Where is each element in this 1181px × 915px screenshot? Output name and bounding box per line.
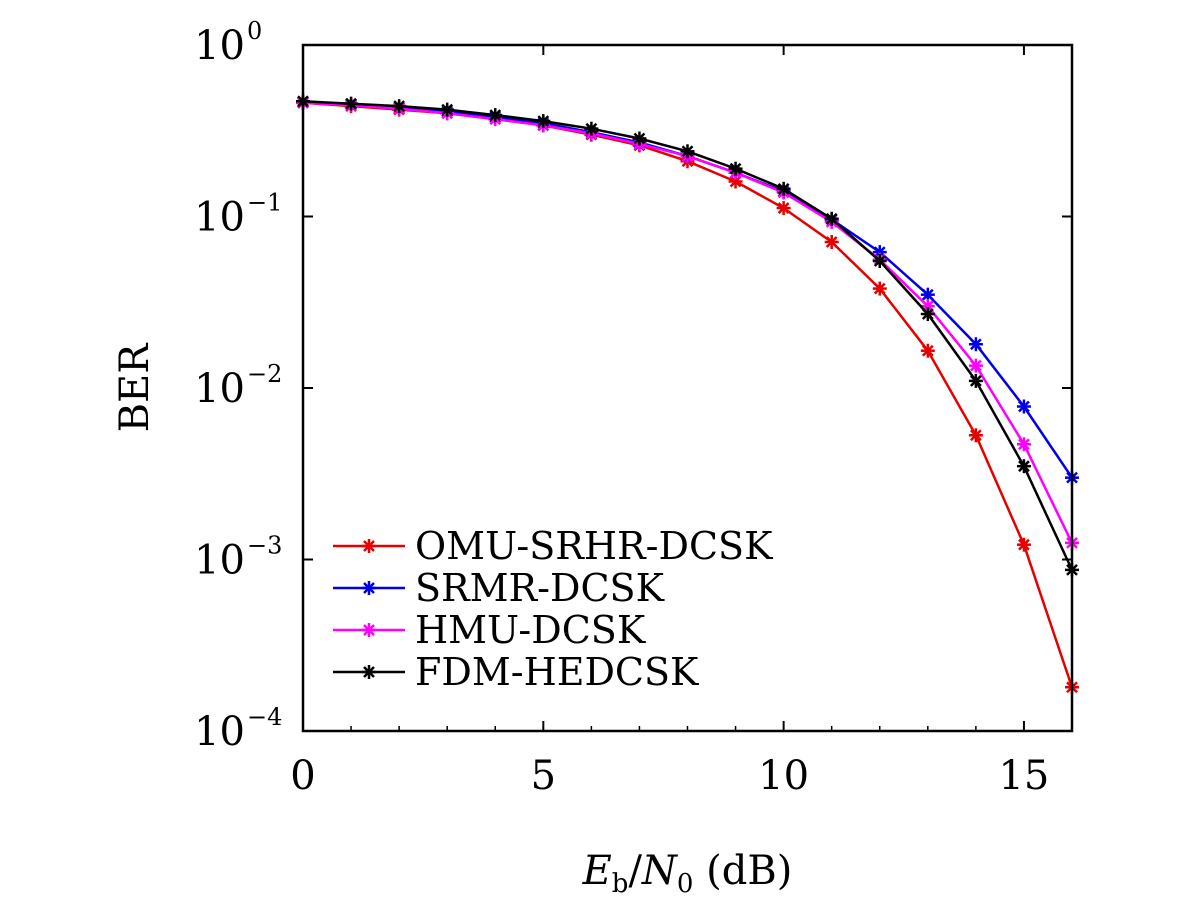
data-point-3-14	[968, 373, 983, 388]
y-tick-exponent: −2	[247, 360, 282, 388]
data-point-3-4	[488, 108, 503, 123]
data-point-3-5	[536, 114, 551, 129]
series-fdm-hedcsk	[296, 94, 1079, 577]
x-axis-title-sub-b: b	[612, 869, 629, 899]
legend-item: FDM-HEDCSK	[333, 650, 699, 694]
x-axis-title-slash: /	[628, 848, 642, 894]
x-tick-label: 5	[531, 753, 556, 799]
data-point-0-13	[920, 343, 935, 358]
x-tick-label: 15	[998, 753, 1049, 799]
x-tick-label: 0	[290, 753, 315, 799]
data-point-3-8	[680, 144, 695, 159]
x-tick-label: 10	[758, 753, 809, 799]
data-point-3-10	[776, 181, 791, 196]
y-tick-exponent: −3	[247, 532, 282, 560]
legend-item: HMU-DCSK	[333, 608, 646, 652]
x-axis-title-sub-0: 0	[677, 869, 694, 899]
y-tick-label: 10	[194, 23, 245, 69]
data-point-2-14	[968, 358, 983, 373]
legend-swatch-marker	[362, 623, 376, 637]
y-tick-exponent: −4	[247, 703, 282, 731]
data-point-3-12	[872, 254, 887, 269]
data-point-0-9	[728, 174, 743, 189]
legend-item: OMU-SRHR-DCSK	[333, 524, 773, 568]
data-point-3-7	[632, 131, 647, 146]
series-line-3	[302, 99, 1074, 571]
y-tick-label: 10	[194, 538, 245, 584]
legend-label: SRMR-DCSK	[415, 566, 665, 610]
series-omu-srhr-dcsk	[296, 95, 1079, 695]
data-point-0-11	[824, 235, 839, 250]
data-point-3-6	[584, 121, 599, 136]
legend-label: FDM-HEDCSK	[415, 650, 699, 694]
y-tick-label: 10	[194, 709, 245, 755]
legend-swatch-marker	[362, 581, 376, 595]
data-point-0-15	[1016, 537, 1031, 552]
data-point-3-9	[728, 161, 743, 176]
data-point-3-1	[344, 96, 359, 111]
legend-swatch-marker	[362, 665, 376, 679]
legend-item: SRMR-DCSK	[333, 566, 665, 610]
data-point-1-15	[1016, 399, 1031, 414]
x-axis-title: Eb/N0 (dB)	[582, 848, 793, 899]
data-point-3-13	[920, 307, 935, 322]
series-layer	[296, 94, 1079, 695]
data-point-3-11	[824, 211, 839, 226]
y-axis-title: BER	[112, 342, 158, 433]
data-point-0-14	[968, 428, 983, 443]
data-point-1-14	[968, 337, 983, 352]
data-point-0-10	[776, 201, 791, 216]
data-point-1-13	[920, 287, 935, 302]
data-point-3-15	[1016, 459, 1031, 474]
x-axis-title-e: E	[582, 848, 612, 894]
legend-label: HMU-DCSK	[415, 608, 646, 652]
data-point-3-2	[392, 99, 407, 114]
y-tick-exponent: 0	[247, 17, 262, 45]
x-axis-title-n: N	[641, 848, 679, 894]
legend-label: OMU-SRHR-DCSK	[415, 524, 773, 568]
y-tick-label: 10	[194, 366, 245, 412]
x-axis-title-unit: (dB)	[693, 848, 792, 894]
legend-swatch-marker	[362, 539, 376, 553]
y-tick-exponent: −1	[247, 189, 282, 217]
data-point-0-12	[872, 281, 887, 296]
data-point-2-15	[1016, 437, 1031, 452]
y-tick-label: 10	[194, 195, 245, 241]
data-point-3-3	[440, 102, 455, 117]
